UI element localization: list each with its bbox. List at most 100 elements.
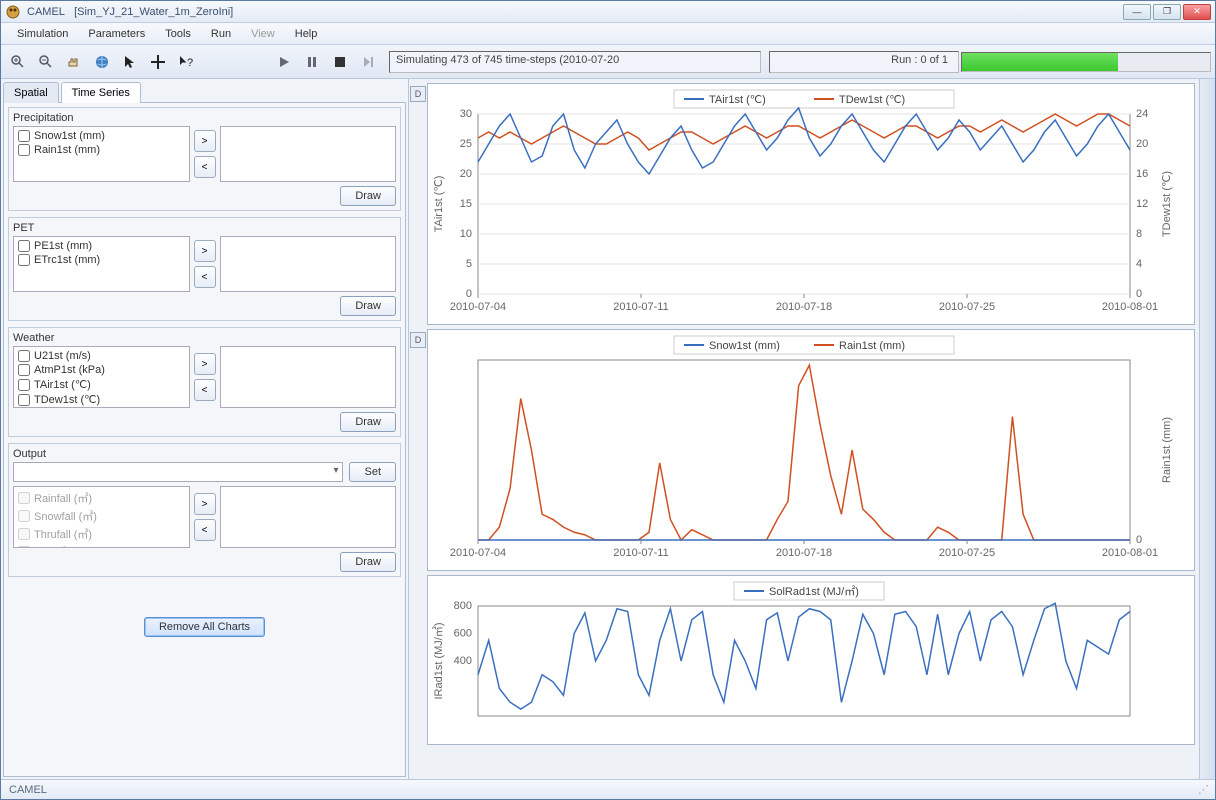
output-target-list[interactable] (220, 486, 397, 548)
simulation-status: Simulating 473 of 745 time-steps (2010-0… (389, 51, 761, 73)
svg-text:8: 8 (1136, 228, 1142, 240)
tab-timeseries[interactable]: Time Series (61, 82, 141, 103)
draw-button[interactable]: Draw (340, 296, 396, 316)
svg-text:0: 0 (1136, 288, 1142, 300)
step-button[interactable] (355, 49, 381, 75)
menu-tools[interactable]: Tools (155, 25, 201, 43)
svg-text:2010-08-01: 2010-08-01 (1102, 547, 1158, 559)
svg-text:TDew1st (℃): TDew1st (℃) (839, 94, 905, 106)
svg-text:2010-07-18: 2010-07-18 (776, 547, 832, 559)
stop-button[interactable] (327, 49, 353, 75)
chart-pane: D TAir1st (℃)TDew1st (℃)0510152025300481… (409, 79, 1215, 779)
svg-text:2010-07-18: 2010-07-18 (776, 301, 832, 313)
play-button[interactable] (271, 49, 297, 75)
move-left-button[interactable]: < (194, 379, 216, 401)
checkbox (18, 510, 30, 522)
resize-grip-icon[interactable]: ⋰ (1198, 783, 1207, 796)
svg-text:20: 20 (1136, 138, 1148, 150)
chart-precipitation: D Snow1st (mm)Rain1st (mm)0Rain1st (mm)2… (427, 329, 1195, 571)
menu-parameters[interactable]: Parameters (78, 25, 155, 43)
checkbox[interactable] (18, 379, 30, 391)
checkbox (18, 492, 30, 504)
chart-handle[interactable]: D (410, 86, 426, 102)
list-item-label: U21st (m/s) (34, 350, 91, 362)
move-right-button[interactable]: > (194, 130, 216, 152)
move-left-button[interactable]: < (194, 266, 216, 288)
globe-icon[interactable] (89, 49, 115, 75)
list-item-label: PE1st (mm) (34, 240, 92, 252)
list-item-label: Thrufall (㎥) (34, 526, 92, 542)
svg-text:?: ? (187, 57, 193, 69)
app-icon (5, 4, 21, 20)
svg-text:2010-07-25: 2010-07-25 (939, 301, 995, 313)
svg-text:TAir1st (℃): TAir1st (℃) (433, 176, 445, 233)
checkbox (18, 546, 30, 548)
draw-button[interactable]: Draw (340, 186, 396, 206)
svg-text:IRad1st (MJ/㎡): IRad1st (MJ/㎡) (432, 622, 445, 699)
move-right-button[interactable]: > (194, 240, 216, 262)
svg-text:0: 0 (1136, 534, 1142, 546)
set-button[interactable]: Set (349, 462, 396, 482)
pointer-icon[interactable] (117, 49, 143, 75)
list-item-label: Snowfall (㎥) (34, 508, 97, 524)
menu-help[interactable]: Help (285, 25, 328, 43)
move-right-button[interactable]: > (194, 493, 216, 515)
checkbox[interactable] (18, 364, 30, 376)
output-source-list[interactable]: Rainfall (㎥) Snowfall (㎥) Thrufall (㎥) P… (13, 486, 190, 548)
svg-text:10: 10 (460, 228, 472, 240)
maximize-button[interactable]: ❐ (1153, 4, 1181, 20)
list-item-label: ETrc1st (mm) (34, 254, 100, 266)
pan-icon[interactable] (61, 49, 87, 75)
checkbox[interactable] (18, 130, 30, 142)
svg-text:SolRad1st (MJ/㎡): SolRad1st (MJ/㎡) (769, 585, 859, 598)
vertical-scrollbar[interactable] (1199, 79, 1215, 779)
checkbox[interactable] (18, 350, 30, 362)
zoom-in-icon[interactable] (5, 49, 31, 75)
list-item-label: PE (㎥) (34, 544, 70, 548)
move-left-button[interactable]: < (194, 156, 216, 178)
minimize-button[interactable]: — (1123, 4, 1151, 20)
progress-bar (961, 52, 1211, 72)
move-right-button[interactable]: > (194, 353, 216, 375)
titlebar: CAMEL [Sim_YJ_21_Water_1m_ZeroIni] — ❐ ✕ (1, 1, 1215, 23)
svg-text:400: 400 (454, 655, 472, 667)
weather-source-list[interactable]: U21st (m/s) AtmP1st (kPa) TAir1st (℃) TD… (13, 346, 190, 408)
checkbox[interactable] (18, 240, 30, 252)
statusbar: CAMEL ⋰ (1, 779, 1215, 799)
list-item-label: Snow1st (mm) (34, 130, 105, 142)
zoom-out-icon[interactable] (33, 49, 59, 75)
svg-text:2010-07-04: 2010-07-04 (450, 547, 506, 559)
pause-button[interactable] (299, 49, 325, 75)
svg-text:TDew1st (℃): TDew1st (℃) (1161, 171, 1173, 237)
group-precipitation: Precipitation Snow1st (mm) Rain1st (mm) … (8, 107, 401, 211)
menu-simulation[interactable]: Simulation (7, 25, 78, 43)
checkbox[interactable] (18, 394, 30, 406)
menu-run[interactable]: Run (201, 25, 241, 43)
list-item-label: Rainfall (㎥) (34, 490, 92, 506)
help-pointer-icon[interactable]: ? (173, 49, 199, 75)
draw-button[interactable]: Draw (340, 412, 396, 432)
output-combo[interactable] (13, 462, 343, 482)
svg-text:TAir1st (℃): TAir1st (℃) (709, 94, 766, 106)
chart-handle[interactable]: D (410, 332, 426, 348)
crosshair-icon[interactable] (145, 49, 171, 75)
weather-target-list[interactable] (220, 346, 397, 408)
run-counter: Run : 0 of 1 (769, 51, 959, 73)
svg-text:20: 20 (460, 168, 472, 180)
close-button[interactable]: ✕ (1183, 4, 1211, 20)
svg-text:4: 4 (1136, 258, 1142, 270)
chart-temperature: D TAir1st (℃)TDew1st (℃)0510152025300481… (427, 83, 1195, 325)
pet-source-list[interactable]: PE1st (mm) ETrc1st (mm) (13, 236, 190, 292)
checkbox[interactable] (18, 254, 30, 266)
checkbox[interactable] (18, 144, 30, 156)
precip-target-list[interactable] (220, 126, 397, 182)
tab-spatial[interactable]: Spatial (3, 82, 59, 103)
pet-target-list[interactable] (220, 236, 397, 292)
remove-all-charts-button[interactable]: Remove All Charts (144, 617, 265, 637)
toolbar: ? Simulating 473 of 745 time-steps (2010… (1, 45, 1215, 79)
precip-source-list[interactable]: Snow1st (mm) Rain1st (mm) (13, 126, 190, 182)
svg-text:Rain1st (mm): Rain1st (mm) (1161, 417, 1173, 483)
move-left-button[interactable]: < (194, 519, 216, 541)
list-item-label: TDew1st (℃) (34, 393, 100, 406)
draw-button[interactable]: Draw (340, 552, 396, 572)
